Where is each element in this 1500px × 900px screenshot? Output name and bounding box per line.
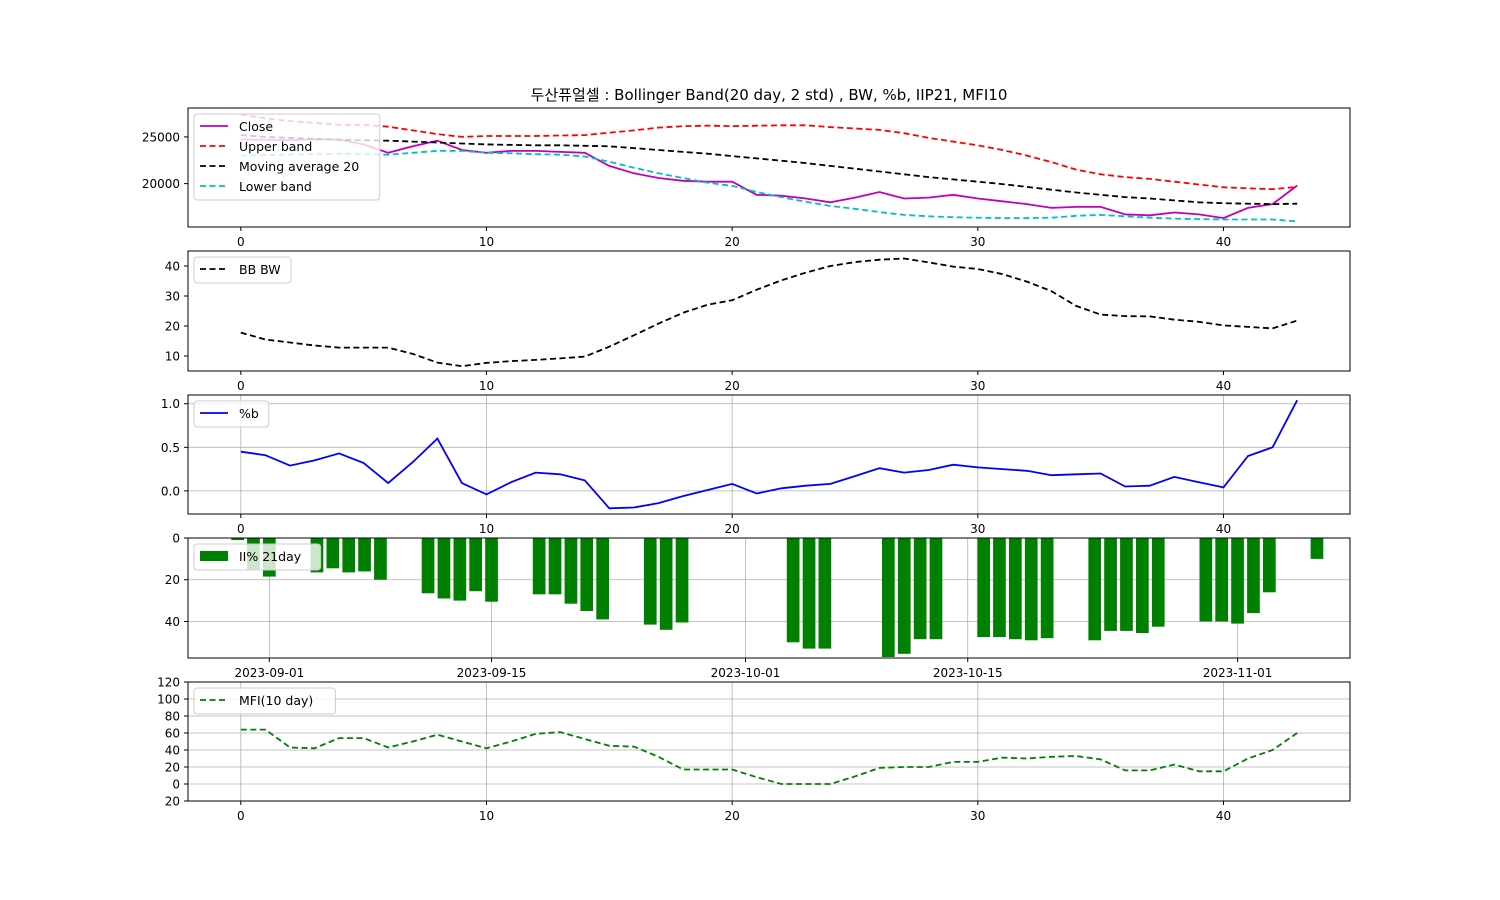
ii-bar xyxy=(1152,538,1165,627)
legend-label: Moving average 20 xyxy=(239,159,359,174)
ii-bar xyxy=(660,538,673,630)
ii-bar xyxy=(533,538,546,594)
ii-bar xyxy=(469,538,482,591)
x-tick-label: 20 xyxy=(725,235,740,249)
x-tick-label: 10 xyxy=(479,522,494,536)
ii-bar xyxy=(342,538,355,572)
x-tick-label: 0 xyxy=(237,235,245,249)
ii-bar xyxy=(803,538,816,649)
x-tick-label: 10 xyxy=(479,379,494,393)
x-tick-label: 0 xyxy=(237,379,245,393)
x-tick-label: 30 xyxy=(970,809,985,823)
y-tick-label: 20000 xyxy=(142,177,180,191)
ii-bar xyxy=(327,538,340,568)
ii-bar xyxy=(676,538,689,623)
y-tick-label: 20 xyxy=(165,320,180,334)
y-tick-label: 100 xyxy=(157,693,180,707)
x-tick-label: 2023-10-01 xyxy=(711,666,781,680)
legend-label: %b xyxy=(239,406,259,421)
x-tick-label: 30 xyxy=(970,379,985,393)
ii-bar xyxy=(580,538,593,611)
y-tick-label: 1.0 xyxy=(161,397,180,411)
y-tick-label: 0.0 xyxy=(161,484,180,498)
legend-swatch xyxy=(200,551,228,561)
x-tick-label: 40 xyxy=(1216,379,1231,393)
y-tick-label: 120 xyxy=(157,676,180,690)
x-tick-label: 10 xyxy=(479,235,494,249)
y-tick-label: 0 xyxy=(172,532,180,546)
ii-bar xyxy=(1263,538,1276,592)
y-tick-label: 60 xyxy=(165,727,180,741)
y-tick-label: 40 xyxy=(165,744,180,758)
x-tick-label: 40 xyxy=(1216,235,1231,249)
x-tick-label: 20 xyxy=(725,522,740,536)
x-tick-label: 40 xyxy=(1216,522,1231,536)
x-tick-label: 40 xyxy=(1216,809,1231,823)
ii-bar xyxy=(898,538,911,654)
legend-label: Lower band xyxy=(239,179,312,194)
ii-bar xyxy=(422,538,435,593)
ii-bar xyxy=(993,538,1006,637)
y-tick-label: 80 xyxy=(165,710,180,724)
x-tick-label: 0 xyxy=(237,522,245,536)
x-tick-label: 10 xyxy=(479,809,494,823)
legend-label: Close xyxy=(239,119,273,134)
ii-bar xyxy=(930,538,943,639)
ii-bar xyxy=(819,538,832,649)
x-tick-label: 0 xyxy=(237,809,245,823)
x-tick-label: 30 xyxy=(970,522,985,536)
ii-bar xyxy=(1231,538,1244,624)
ii-bar xyxy=(454,538,467,601)
legend-label: II% 21day xyxy=(239,549,302,564)
ii-bar xyxy=(549,538,562,594)
ii-bar xyxy=(358,538,371,571)
chart-title: 두산퓨얼셀 : Bollinger Band(20 day, 2 std) , … xyxy=(531,86,1008,104)
ii-bar xyxy=(1025,538,1038,640)
ii-bar xyxy=(1247,538,1260,613)
y-tick-label: 0.5 xyxy=(161,441,180,455)
ii-bar xyxy=(485,538,498,602)
ii-bar xyxy=(1215,538,1228,622)
ii-bar xyxy=(1120,538,1133,631)
ii-bar xyxy=(1041,538,1054,638)
x-tick-label: 20 xyxy=(725,809,740,823)
ii-bar xyxy=(596,538,609,619)
ii-bar xyxy=(1104,538,1117,631)
legend-label: BB BW xyxy=(239,262,281,277)
x-tick-label: 2023-10-15 xyxy=(933,666,1003,680)
ii-bar xyxy=(1200,538,1213,622)
ii-bar xyxy=(1136,538,1149,633)
ii-bar xyxy=(1009,538,1022,639)
y-tick-label: 0 xyxy=(172,778,180,792)
ii-bar xyxy=(787,538,800,642)
y-tick-label: 20 xyxy=(165,573,180,587)
y-tick-label: 40 xyxy=(165,260,180,274)
y-tick-label: 25000 xyxy=(142,130,180,144)
ii-bar xyxy=(565,538,578,604)
y-tick-label: 30 xyxy=(165,290,180,304)
ii-bar xyxy=(914,538,927,639)
y-tick-label: 10 xyxy=(165,350,180,364)
ii-bar xyxy=(1088,538,1101,640)
ii-bar xyxy=(882,538,895,657)
x-tick-label: 2023-11-01 xyxy=(1203,666,1273,680)
legend-label: Upper band xyxy=(239,139,312,154)
ii-bar xyxy=(977,538,990,637)
x-tick-label: 2023-09-01 xyxy=(234,666,304,680)
ii-bar xyxy=(374,538,387,580)
x-tick-label: 30 xyxy=(970,235,985,249)
ii-bar xyxy=(1311,538,1324,559)
y-tick-label: 20 xyxy=(165,795,180,809)
legend-label: MFI(10 day) xyxy=(239,693,313,708)
x-tick-label: 2023-09-15 xyxy=(457,666,527,680)
y-tick-label: 20 xyxy=(165,761,180,775)
ii-bar xyxy=(438,538,451,599)
ii-bar xyxy=(644,538,657,625)
y-tick-label: 40 xyxy=(165,615,180,629)
x-tick-label: 20 xyxy=(725,379,740,393)
